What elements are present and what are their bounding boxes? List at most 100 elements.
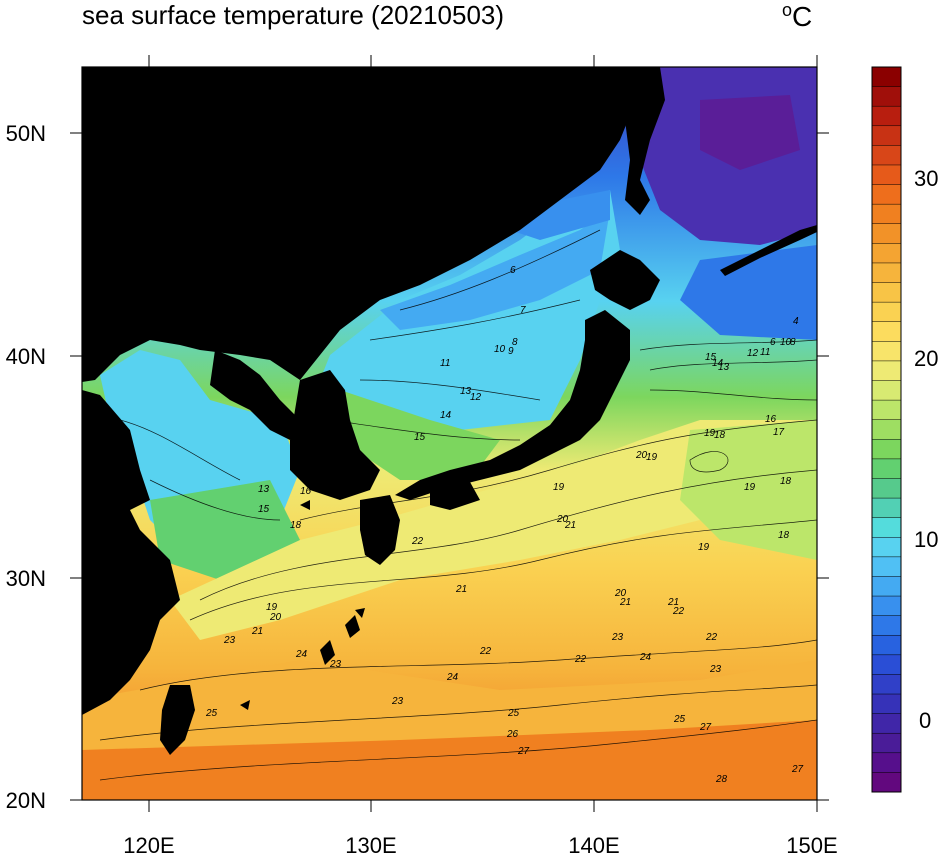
colorbar-swatch bbox=[872, 302, 901, 323]
colorbar-swatch bbox=[872, 400, 901, 421]
sakhalin-island bbox=[615, 67, 665, 215]
contour-label: 26 bbox=[506, 729, 519, 740]
contour-label: 18 bbox=[714, 430, 726, 441]
lon-label-140e: 140E bbox=[568, 833, 619, 858]
honshu-island bbox=[395, 310, 630, 500]
contour-label: 13 bbox=[460, 386, 472, 397]
contour-label: 11 bbox=[760, 347, 770, 358]
contour-label: 20 bbox=[614, 588, 627, 599]
degree-symbol: o bbox=[782, 0, 793, 20]
lon-label-150e: 150E bbox=[786, 833, 837, 858]
contour-label: 6 bbox=[770, 337, 776, 348]
lon-label-120e: 120E bbox=[123, 833, 174, 858]
contour-label: 10 bbox=[780, 337, 792, 348]
contour-label: 23 bbox=[223, 635, 236, 646]
kuril-islands bbox=[720, 225, 817, 276]
colorbar-swatch bbox=[872, 262, 901, 284]
contour-label: 21 bbox=[251, 626, 263, 637]
colorbar-swatch bbox=[872, 478, 901, 499]
kuroshio-region bbox=[170, 420, 817, 640]
contour-label: 15 bbox=[705, 352, 717, 363]
colorbar bbox=[872, 67, 901, 793]
contour-label: 20 bbox=[269, 612, 282, 623]
contour-label: 27 bbox=[699, 722, 712, 733]
contour-label: 21 bbox=[455, 584, 467, 595]
contour-label: 19 bbox=[698, 542, 710, 553]
contour-label: 17 bbox=[773, 427, 785, 438]
contour-label: 15 bbox=[258, 504, 270, 515]
contour-label: 19 bbox=[553, 482, 565, 493]
colorbar-swatch bbox=[872, 67, 901, 88]
colorbar-swatch bbox=[872, 517, 901, 538]
colorbar-swatch bbox=[872, 654, 901, 675]
colorbar-swatch bbox=[872, 223, 901, 244]
contour-label: 1 bbox=[586, 338, 592, 349]
china-coast bbox=[82, 390, 180, 715]
contour-label: 14 bbox=[712, 358, 724, 369]
contour-label: 16 bbox=[765, 414, 777, 425]
lat-label-30n: 30N bbox=[6, 566, 46, 591]
contour-label: 9 bbox=[508, 346, 514, 357]
colorbar-swatch bbox=[872, 537, 901, 558]
map-area bbox=[82, 67, 817, 800]
colorbar-swatch bbox=[872, 439, 901, 460]
japan-sea-north-region bbox=[380, 210, 610, 330]
contour-label: 25 bbox=[673, 714, 686, 725]
contour-label: 23 bbox=[709, 664, 722, 675]
contour-label: 4 bbox=[793, 316, 799, 327]
colorbar-label-10: 10 bbox=[914, 527, 938, 552]
eastern-transition-region bbox=[680, 420, 817, 560]
contour-label: 21 bbox=[619, 597, 631, 608]
unit-letter: C bbox=[792, 1, 813, 32]
colorbar-swatch bbox=[872, 752, 901, 773]
colorbar-swatch bbox=[872, 145, 901, 166]
lat-label-20n: 20N bbox=[6, 788, 46, 813]
lat-label-50n: 50N bbox=[6, 121, 46, 146]
shikoku-island bbox=[430, 482, 480, 510]
contour-label: 22 bbox=[411, 536, 424, 547]
contour-label: 16 bbox=[300, 486, 312, 497]
contour-label: 18 bbox=[780, 476, 792, 487]
contour-label: 11 bbox=[440, 358, 450, 369]
taiwan-island bbox=[160, 685, 195, 755]
colorbar-swatch bbox=[872, 635, 901, 656]
colorbar-swatch bbox=[872, 556, 901, 577]
axis-ticks bbox=[70, 55, 829, 812]
colorbar-swatch bbox=[872, 713, 901, 734]
colorbar-swatch bbox=[872, 772, 901, 793]
colorbar-swatch bbox=[872, 243, 901, 264]
east-china-sea-north-region bbox=[150, 480, 300, 580]
contour-lines bbox=[99, 229, 817, 781]
colorbar-label-0: 0 bbox=[919, 708, 931, 733]
colorbar-swatch bbox=[872, 458, 901, 479]
contour-label: 27 bbox=[517, 746, 530, 757]
contour-label: 13 bbox=[258, 484, 270, 495]
liaodong-peninsula bbox=[210, 350, 300, 440]
contour-label: 25 bbox=[507, 708, 520, 719]
colorbar-swatch bbox=[872, 380, 901, 401]
colorbar-swatch bbox=[872, 341, 901, 362]
japan-sea-south-region bbox=[340, 390, 500, 480]
colorbar-swatch bbox=[872, 86, 901, 107]
contour-label: 15 bbox=[414, 432, 426, 443]
contour-label: 21 bbox=[564, 520, 576, 531]
contour-label: 24 bbox=[446, 672, 459, 683]
colorbar-swatch bbox=[872, 125, 901, 146]
oyashio-region bbox=[680, 245, 817, 340]
colorbar-swatch bbox=[872, 204, 901, 225]
contour-label: 8 bbox=[512, 337, 518, 348]
contour-label: 6 bbox=[510, 265, 516, 276]
contour-label: 12 bbox=[747, 348, 759, 359]
colorbar-swatch bbox=[872, 576, 901, 597]
contour-label: 10 bbox=[494, 344, 506, 355]
hokkaido-island bbox=[590, 250, 660, 310]
contour-label: 18 bbox=[778, 530, 790, 541]
colorbar-swatch bbox=[872, 498, 901, 519]
contour-label: 13 bbox=[718, 362, 730, 373]
colorbar-label-20: 20 bbox=[914, 346, 938, 371]
colorbar-swatch bbox=[872, 360, 901, 382]
colorbar-swatch bbox=[872, 282, 901, 303]
map-frame bbox=[81, 66, 818, 801]
contour-label: 22 bbox=[479, 646, 492, 657]
